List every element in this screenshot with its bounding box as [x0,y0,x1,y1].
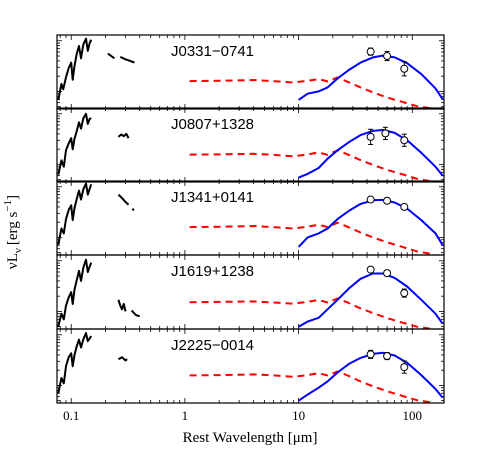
x-tick-label: 100 [403,408,423,423]
y-axis-title: νLν[erg s−1] [2,195,24,269]
dust-sed-line [298,351,444,402]
panel-label: J0807+1328 [171,116,254,133]
x-tick-labels: 0.1 1 10 100 [63,408,422,423]
photometry-point [400,136,409,145]
dust-sed-line [298,54,444,101]
panel-plot-area [57,182,444,255]
panel-plot-area [57,112,444,182]
dust-sed-line [298,272,444,328]
panel-label: J0331−0741 [171,43,254,60]
panel-2: J0807+1328 10461047 [32,0,445,183]
quasar-sed-line [117,299,127,312]
panel-label: J2225−0014 [171,337,254,354]
quasar-sed-line [117,356,128,362]
panel-label: J1341+0141 [171,189,254,206]
panel-frame [56,328,445,404]
quasar-sed-line [57,182,93,245]
photometry-point [383,269,392,278]
photometry-point [366,350,375,359]
star-forming-template-line [189,221,433,255]
x-axis-title: Rest Wavelength [μm] [183,430,318,446]
panel-plot-area [57,258,444,329]
panel-label: J1619+1238 [171,263,254,280]
y-tick-label: 1047 [32,0,55,3]
dust-sed-line [297,198,444,248]
photometry-point [366,47,375,56]
quasar-sed-line [119,55,135,64]
panel-frame [56,34,445,110]
y-tick-label: 1047 [32,0,55,3]
quasar-sed-line [107,52,115,60]
y-tick-label: 1047 [32,0,55,3]
y-tick-label: 1046 [32,0,55,3]
quasar-sed-line [57,258,93,327]
panels: J0331−074110461047J0807+132810461047J134… [32,0,445,404]
photometry-point [366,265,375,274]
quasar-sed-line [57,37,93,101]
y-tick-label: 1046 [32,0,55,3]
quasar-sed-line [131,208,135,212]
photometry-point [383,196,392,205]
photometry-point [400,363,409,372]
quasar-sed-line [117,132,130,139]
photometry-point [366,132,375,141]
x-tick-label: 10 [292,408,305,423]
quasar-sed-line [117,193,130,206]
y-tick-label: 1046 [32,0,55,3]
photometry-point [383,352,392,361]
photometry-point [400,202,409,211]
x-tick-label: 1 [182,408,189,423]
photometry-point [383,52,392,61]
photometry-point [366,195,375,204]
photometry-point [400,289,409,298]
quasar-sed-line [57,332,93,394]
photometry-point [400,64,409,73]
photometry-point [381,129,390,138]
quasar-sed-line [57,112,92,175]
y-tick-label: 1047 [32,0,55,3]
dust-sed-line [298,128,444,179]
panel-plot-area [57,332,444,403]
star-forming-template-line [189,149,433,182]
panel-4: J1619+1238 10461047 [32,0,445,330]
y-tick-label: 1046 [32,0,55,3]
star-forming-template-line [189,370,433,403]
x-tick-label: 0.1 [63,408,79,423]
star-forming-template-line [189,76,433,109]
y-tick-label: 1047 [32,0,55,3]
y-tick-label: 1046 [32,0,55,3]
panel-frame [56,107,445,183]
panel-plot-area [57,37,444,109]
panel-5: J2225−0014 10461047 [32,0,445,404]
panel-1: J0331−0741 10461047 [32,0,445,110]
quasar-sed-line [130,309,141,318]
star-forming-template-line [189,297,433,329]
